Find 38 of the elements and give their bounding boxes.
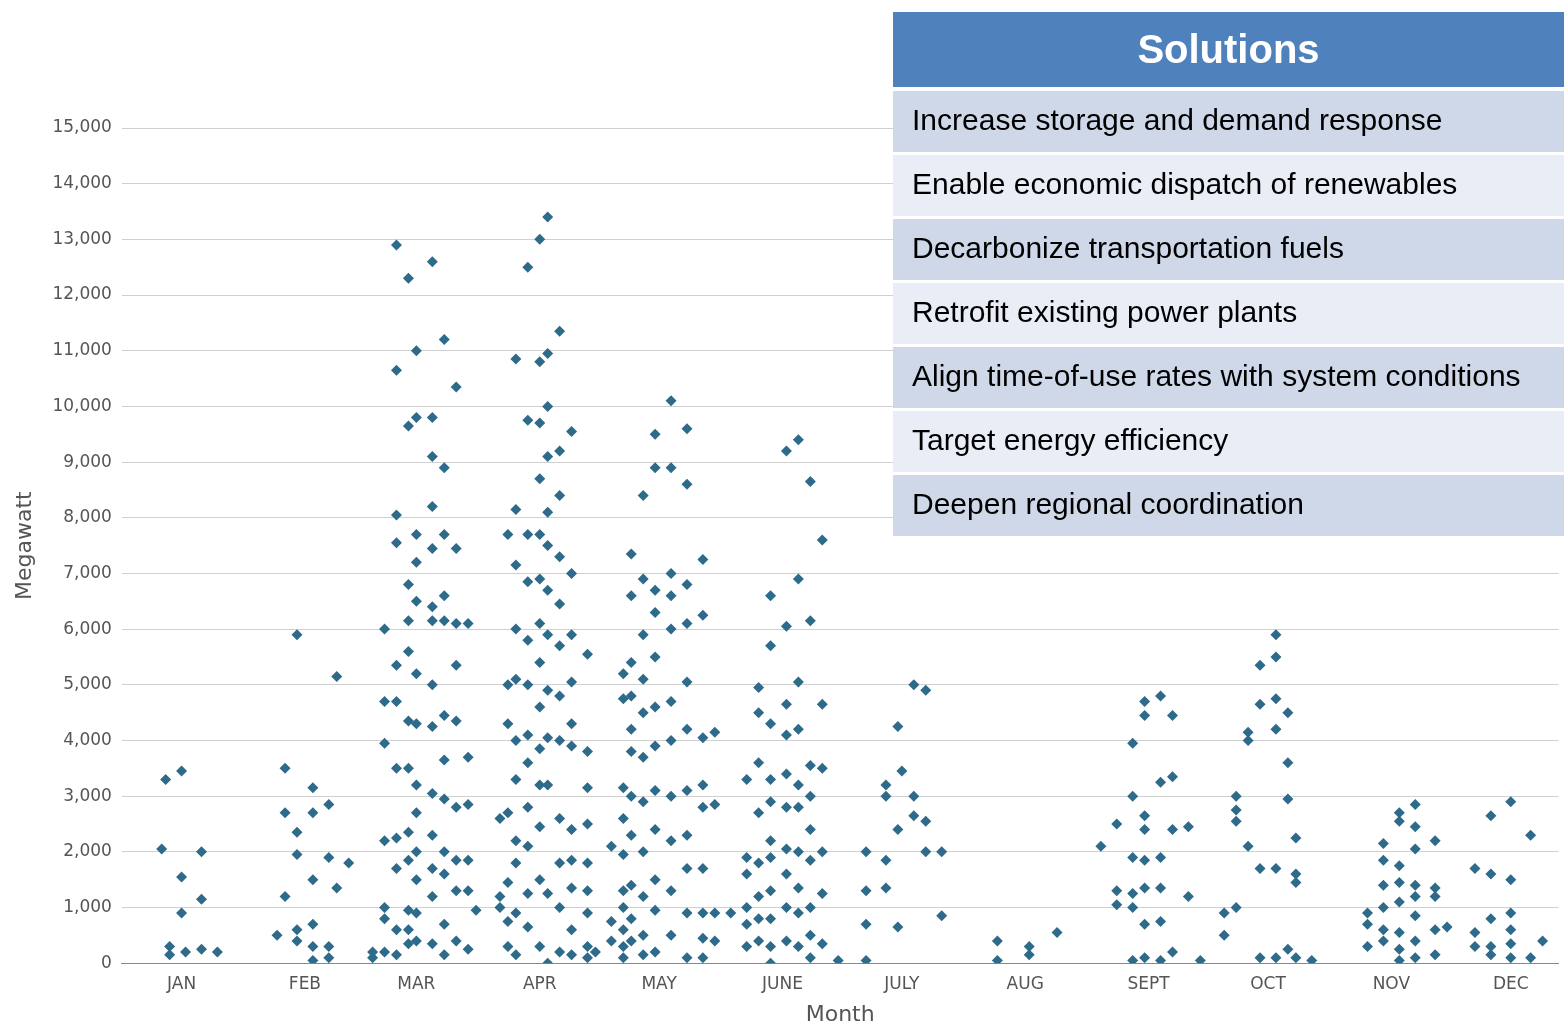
y-tick-label: 6,000 [63, 617, 112, 638]
y-tick-label: 14,000 [52, 172, 112, 193]
y-tick-label: 7,000 [63, 561, 112, 582]
y-tick-label: 1,000 [63, 895, 112, 916]
y-tick-label: 4,000 [63, 728, 112, 749]
annotation: Align time-of-use rates with system conditions [893, 347, 1564, 408]
y-tick-label: 9,000 [63, 450, 112, 471]
y-tick-label: 12,000 [52, 283, 112, 304]
y-tick-label: 13,000 [52, 227, 112, 248]
x-tick-label: NOV [1372, 972, 1411, 993]
y-tick-label: 2,000 [63, 840, 112, 861]
annotation: Enable economic dispatch of renewables [893, 155, 1564, 216]
x-tick-label: SEPT [1127, 972, 1171, 993]
annotation: Decarbonize transportation fuels [893, 219, 1564, 280]
x-tick-label: MAY [641, 972, 678, 993]
x-tick-label: OCT [1250, 972, 1287, 993]
annotation: Target energy efficiency [893, 411, 1564, 472]
x-tick-label: APR [522, 972, 557, 993]
y-tick-label: 10,000 [52, 394, 112, 415]
y-axis-title: Megawatt [10, 490, 36, 600]
x-tick-label: FEB [288, 972, 322, 993]
y-tick-label: 15,000 [52, 116, 112, 137]
y-tick-label: 5,000 [63, 673, 112, 694]
x-tick-label: JAN [166, 972, 197, 993]
x-tick-label: AUG [1006, 972, 1044, 993]
y-tick-label: 11,000 [52, 339, 112, 360]
x-tick-label: DEC [1492, 972, 1529, 993]
y-tick-label: 8,000 [63, 506, 112, 527]
x-tick-label: JULY [883, 972, 921, 993]
y-tick-label: 0 [101, 951, 112, 972]
y-tick-label: 3,000 [63, 784, 112, 805]
annotation: Retrofit existing power plants [893, 283, 1564, 344]
text: Solutions [893, 12, 1564, 87]
x-axis-title: Month [805, 1000, 875, 1026]
x-tick-label: JUNE [761, 972, 803, 993]
annotation: Increase storage and demand response [893, 91, 1564, 152]
annotation: Deepen regional coordination [893, 475, 1564, 536]
x-tick-label: MAR [397, 972, 436, 993]
